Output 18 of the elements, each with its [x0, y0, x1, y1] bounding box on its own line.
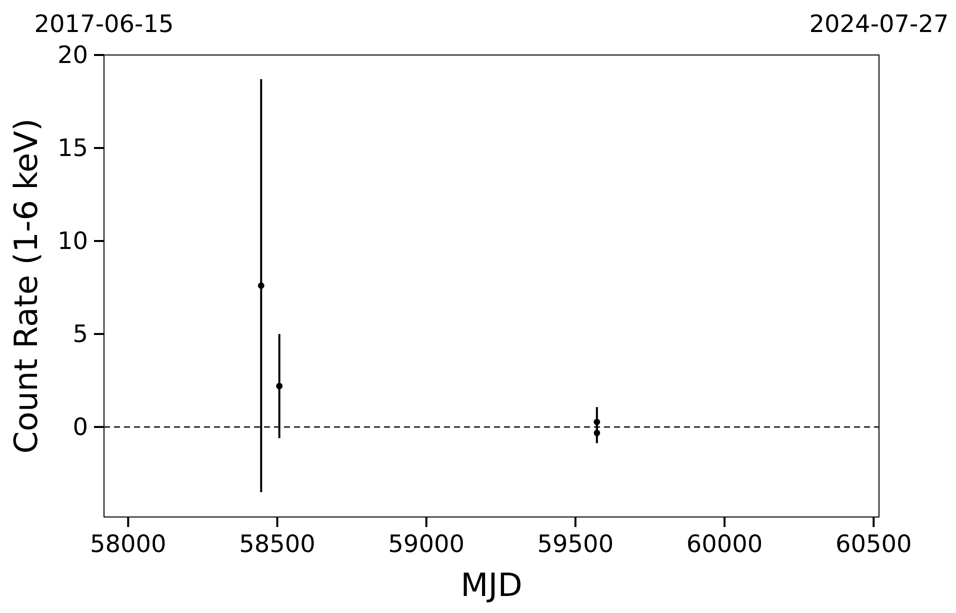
- y-tick-label: 5: [72, 320, 88, 348]
- y-tick-label: 15: [57, 134, 88, 162]
- y-tick-label: 20: [57, 41, 88, 69]
- point: [594, 430, 600, 436]
- y-axis-title: Count Rate (1-6 keV): [7, 118, 45, 454]
- point: [276, 382, 283, 390]
- x-tick-label: 60000: [686, 530, 763, 558]
- x-tick-label: 60500: [835, 530, 912, 558]
- x-tick-label: 59000: [388, 530, 465, 558]
- point: [258, 282, 264, 289]
- x-axis-title: MJD: [460, 566, 522, 604]
- x-tick-label: 59500: [537, 530, 614, 558]
- x-tick-label: 58000: [90, 530, 166, 558]
- y-tick-label: 0: [72, 412, 88, 441]
- x-tick-label: 58500: [239, 530, 316, 558]
- y-tick-label: 10: [57, 226, 88, 255]
- text: 2017-06-15: [34, 10, 174, 38]
- text: 2024-07-27: [809, 10, 949, 38]
